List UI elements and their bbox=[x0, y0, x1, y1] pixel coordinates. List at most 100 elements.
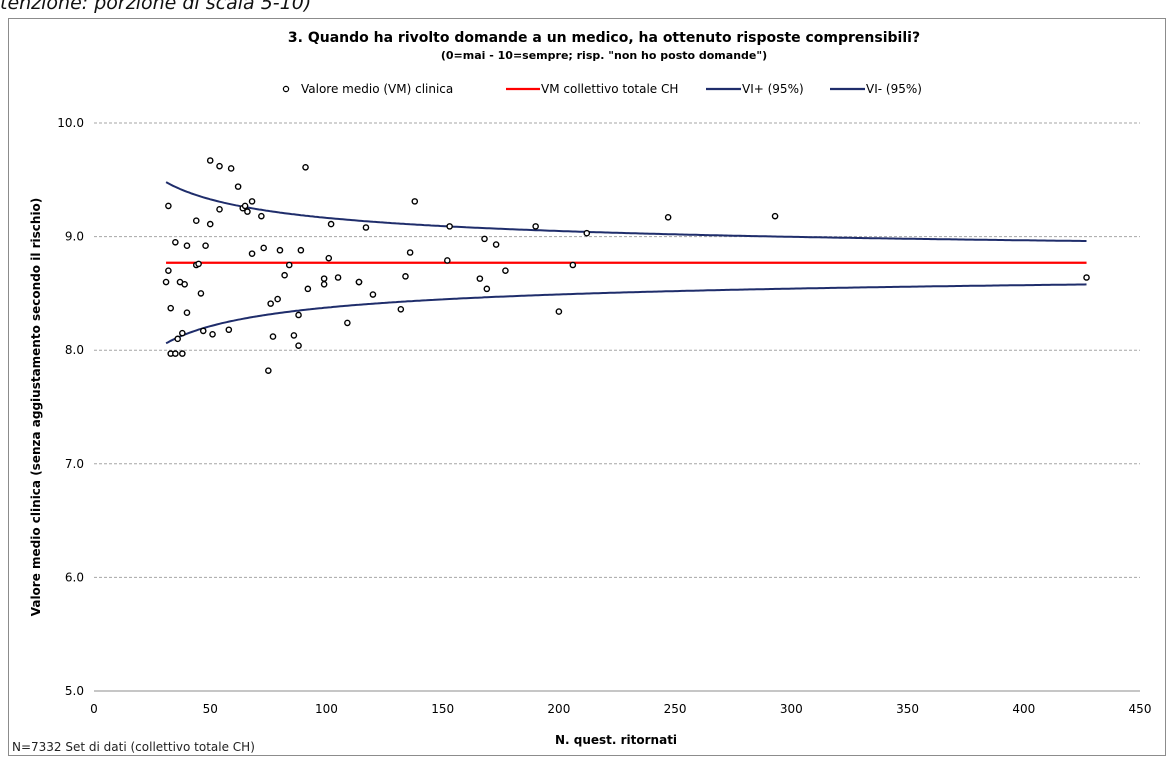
y-tick-label: 7.0 bbox=[65, 457, 84, 471]
y-tick-label: 8.0 bbox=[65, 343, 84, 357]
data-point bbox=[406, 249, 414, 256]
data-point bbox=[234, 183, 242, 190]
data-point bbox=[248, 250, 256, 257]
series-layer bbox=[162, 157, 1090, 374]
data-point bbox=[183, 242, 191, 249]
page-caption: tenzione: porzione di scala 5-10) bbox=[0, 0, 312, 14]
data-point bbox=[227, 165, 235, 172]
data-point bbox=[206, 220, 214, 228]
data-point bbox=[771, 212, 779, 220]
data-point bbox=[320, 281, 328, 288]
data-point bbox=[248, 198, 256, 205]
data-point bbox=[165, 267, 172, 274]
data-point bbox=[267, 300, 274, 307]
data-point bbox=[411, 198, 419, 205]
data-point bbox=[285, 261, 293, 269]
ci-lower-line bbox=[165, 283, 1087, 345]
data-point bbox=[192, 217, 200, 224]
x-tick-label: 250 bbox=[664, 702, 687, 716]
chart-title: 3. Quando ha rivolto domande a un medico… bbox=[288, 30, 920, 46]
legend-marker-icon bbox=[282, 85, 290, 93]
legend-label: VI- (95%) bbox=[866, 82, 922, 96]
x-tick-label: 100 bbox=[315, 702, 338, 716]
data-point bbox=[260, 244, 267, 252]
x-tick-label: 450 bbox=[1129, 702, 1152, 716]
data-point bbox=[555, 308, 563, 315]
data-point bbox=[162, 278, 170, 286]
data-point bbox=[492, 241, 500, 248]
legend-label: Valore medio (VM) clinica bbox=[301, 82, 453, 96]
x-tick-label: 350 bbox=[896, 702, 919, 716]
x-tick-label: 150 bbox=[431, 702, 454, 716]
data-point bbox=[295, 342, 302, 349]
data-point bbox=[225, 326, 233, 334]
data-point bbox=[174, 335, 181, 343]
dataset-note: N=7332 Set di dati (collettivo totale CH… bbox=[12, 740, 255, 754]
data-point bbox=[369, 291, 377, 298]
data-point bbox=[304, 285, 312, 293]
x-axis-label: N. quest. ritornati bbox=[555, 733, 677, 747]
x-tick-label: 400 bbox=[1012, 702, 1035, 716]
x-tick-label: 0 bbox=[90, 702, 98, 716]
y-tick-label: 6.0 bbox=[65, 570, 84, 584]
ci-upper-line bbox=[165, 181, 1087, 242]
data-point bbox=[290, 332, 298, 339]
data-point bbox=[397, 306, 405, 313]
data-point bbox=[344, 319, 351, 327]
data-point bbox=[199, 327, 207, 335]
data-point bbox=[209, 330, 216, 338]
data-point bbox=[295, 311, 302, 319]
data-point bbox=[569, 261, 577, 269]
data-point bbox=[197, 290, 205, 297]
y-axis-label: Valore medio clinica (senza aggiustament… bbox=[29, 198, 43, 617]
chart-frame bbox=[8, 18, 1166, 756]
y-tick-label: 10.0 bbox=[57, 116, 84, 130]
data-point bbox=[583, 229, 591, 237]
x-tick-label: 200 bbox=[547, 702, 570, 716]
x-tick-label: 300 bbox=[780, 702, 803, 716]
data-point bbox=[320, 275, 328, 282]
legend-label: VM collettivo totale CH bbox=[541, 82, 678, 96]
data-point bbox=[216, 206, 223, 213]
data-point bbox=[258, 212, 265, 220]
data-point bbox=[483, 285, 491, 293]
data-point bbox=[202, 242, 209, 249]
x-tick-label: 50 bbox=[203, 702, 218, 716]
data-point bbox=[402, 273, 409, 280]
data-point bbox=[265, 367, 272, 374]
data-point bbox=[244, 208, 251, 215]
data-point bbox=[502, 267, 509, 274]
legend-label: VI+ (95%) bbox=[742, 82, 804, 96]
data-point bbox=[334, 274, 342, 281]
data-point bbox=[183, 309, 191, 317]
data-point bbox=[325, 254, 333, 262]
data-point bbox=[165, 202, 172, 210]
data-point bbox=[274, 295, 281, 303]
data-point bbox=[269, 333, 277, 340]
y-tick-label: 5.0 bbox=[65, 684, 84, 698]
data-point bbox=[181, 281, 188, 288]
data-point bbox=[446, 223, 453, 230]
y-tick-label: 9.0 bbox=[65, 230, 84, 244]
data-point bbox=[167, 304, 175, 312]
data-point bbox=[1083, 274, 1090, 281]
data-point bbox=[179, 329, 186, 337]
data-point bbox=[444, 257, 451, 264]
data-point bbox=[172, 238, 179, 246]
data-point bbox=[281, 271, 288, 279]
data-point bbox=[297, 246, 305, 254]
data-point bbox=[216, 162, 223, 170]
chart-legend: Valore medio (VM) clinica VM collettivo t… bbox=[282, 82, 922, 96]
data-point bbox=[362, 224, 370, 231]
grid-lines bbox=[94, 122, 1140, 578]
data-point bbox=[302, 164, 309, 171]
data-point bbox=[206, 157, 214, 164]
data-point bbox=[355, 278, 363, 286]
data-point bbox=[195, 260, 202, 268]
data-point bbox=[276, 246, 284, 254]
data-point bbox=[481, 235, 488, 243]
data-point bbox=[476, 275, 484, 282]
data-point bbox=[532, 223, 539, 230]
data-point bbox=[327, 220, 335, 228]
